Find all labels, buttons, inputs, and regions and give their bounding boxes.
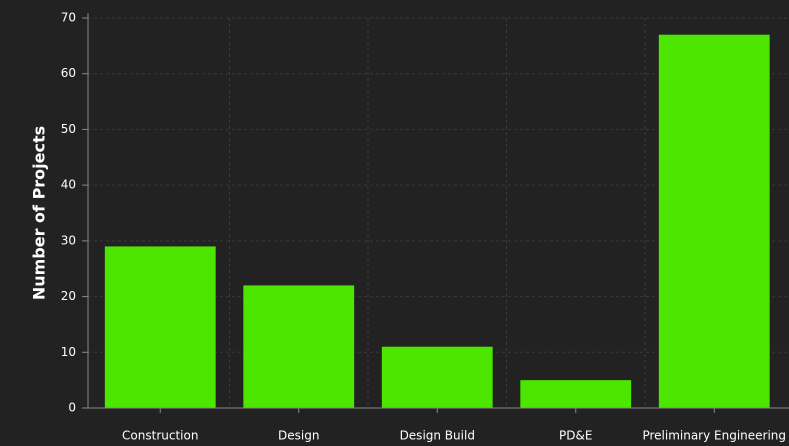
bar xyxy=(381,346,493,408)
y-tick-label: 50 xyxy=(61,122,76,136)
x-tick-label: Design Build xyxy=(400,429,475,443)
bar xyxy=(520,380,632,408)
y-tick-label: 60 xyxy=(61,66,76,80)
x-tick-label: Preliminary Engineering xyxy=(642,429,786,443)
x-tick-label: Construction xyxy=(122,429,198,443)
bar xyxy=(243,285,355,408)
y-tick-label: 20 xyxy=(61,289,76,303)
y-tick-label: 70 xyxy=(61,11,76,25)
y-tick-label: 0 xyxy=(68,401,76,415)
x-tick-label: PD&E xyxy=(559,429,592,443)
y-axis-label: Number of Projects xyxy=(30,126,49,300)
y-tick-label: 30 xyxy=(61,233,76,247)
y-tick-label: 40 xyxy=(61,178,76,192)
bar xyxy=(104,246,216,408)
y-tick-label: 10 xyxy=(61,345,76,359)
bar xyxy=(658,34,770,408)
x-tick-label: Design xyxy=(278,429,319,443)
